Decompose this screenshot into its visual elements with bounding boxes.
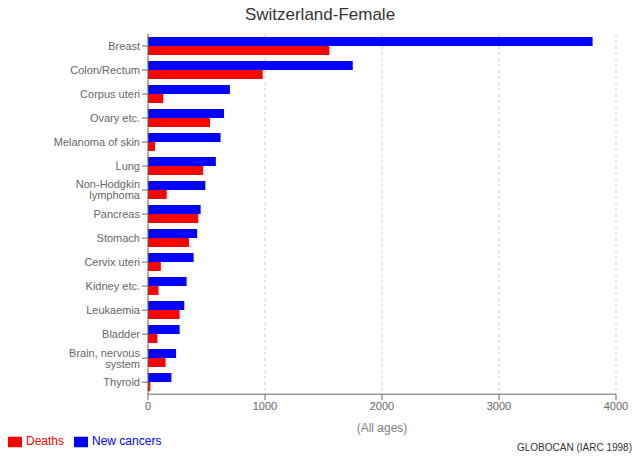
html-text:Switzerland-Female: Switzerland-Female (244, 5, 396, 24)
svg-text:Ovary etc.: Ovary etc. (90, 112, 140, 124)
svg-text:2000: 2000 (370, 400, 394, 412)
svg-text:Bladder: Bladder (102, 328, 140, 340)
svg-text:Leukaemia: Leukaemia (86, 304, 141, 316)
svg-text:Thyroid: Thyroid (103, 376, 140, 388)
svg-text:Cervix uteri: Cervix uteri (84, 256, 140, 268)
svg-text:4000: 4000 (604, 400, 628, 412)
svg-text:Lung: Lung (116, 160, 140, 172)
html-text:New cancers: New cancers (92, 434, 162, 449)
svg-text:Kidney etc.: Kidney etc. (86, 280, 140, 292)
svg-text:3000: 3000 (487, 400, 511, 412)
svg-text:Pancreas: Pancreas (94, 208, 141, 220)
html-text:GLOBOCAN (IARC 1998): GLOBOCAN (IARC 1998) (517, 442, 632, 453)
html-text:Deaths: Deaths (26, 434, 64, 449)
svg-text:Breast: Breast (108, 40, 140, 52)
svg-text:1000: 1000 (253, 400, 277, 412)
svg-text:(All ages): (All ages) (357, 421, 408, 435)
svg-text:Non-Hodgkinlymphoma: Non-Hodgkinlymphoma (76, 178, 141, 201)
svg-text:Stomach: Stomach (97, 232, 140, 244)
svg-text:Colon/Rectum: Colon/Rectum (70, 64, 140, 76)
svg-text:Melanoma of skin: Melanoma of skin (54, 136, 140, 148)
svg-text:0: 0 (145, 400, 151, 412)
svg-text:Corpus uteri: Corpus uteri (80, 88, 140, 100)
svg-text:Brain, nervoussystem: Brain, nervoussystem (69, 347, 140, 370)
